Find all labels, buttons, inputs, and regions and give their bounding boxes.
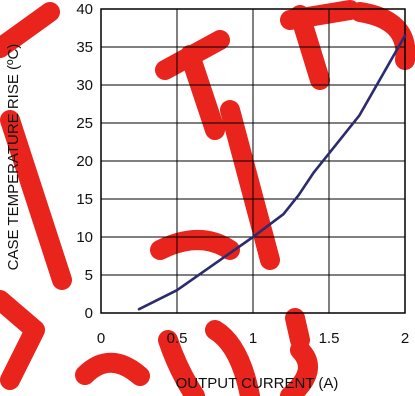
y-tick-label: 10 [76,229,93,246]
watermark-stroke-2 [0,110,72,290]
x-tick-label: 1 [249,330,257,347]
y-tick-label: 40 [76,1,93,18]
y-tick-label: 0 [85,305,93,322]
watermark-stroke-10 [280,308,318,396]
y-axis-title: CASE TEMPERATURE RISE (ºC) [5,44,22,271]
series-line [137,34,407,311]
x-tick-label: 0 [97,330,105,347]
watermark-stroke-6 [350,2,415,70]
y-tick-label: 25 [76,115,93,132]
x-axis-title: OUTPUT CURRENT (A) [176,375,339,392]
y-tick-label: 30 [76,77,93,94]
y-tick-label: 20 [76,153,93,170]
watermark-stroke-7 [150,230,240,260]
watermark-stroke-1 [0,2,60,58]
x-tick-label: 1.5 [319,330,340,347]
watermark-stroke-8 [75,352,150,386]
y-tick-label: 15 [76,191,93,208]
y-tick-label: 35 [76,39,93,56]
watermark-stroke-3 [0,290,45,390]
x-tick-label: 0.5 [167,330,188,347]
watermark-stroke-9 [158,320,260,396]
plot-frame [100,8,406,314]
y-tick-label: 5 [85,267,93,284]
series-layer [137,34,407,311]
watermark-stroke-5 [280,0,360,90]
x-tick-labels: 0 0.5 1 1.5 2 [97,330,409,347]
gridlines [100,8,406,314]
watermark-stroke-4 [155,30,280,270]
x-tick-label: 2 [401,330,409,347]
y-tick-labels: 0 5 10 15 20 25 30 35 40 [76,1,93,322]
